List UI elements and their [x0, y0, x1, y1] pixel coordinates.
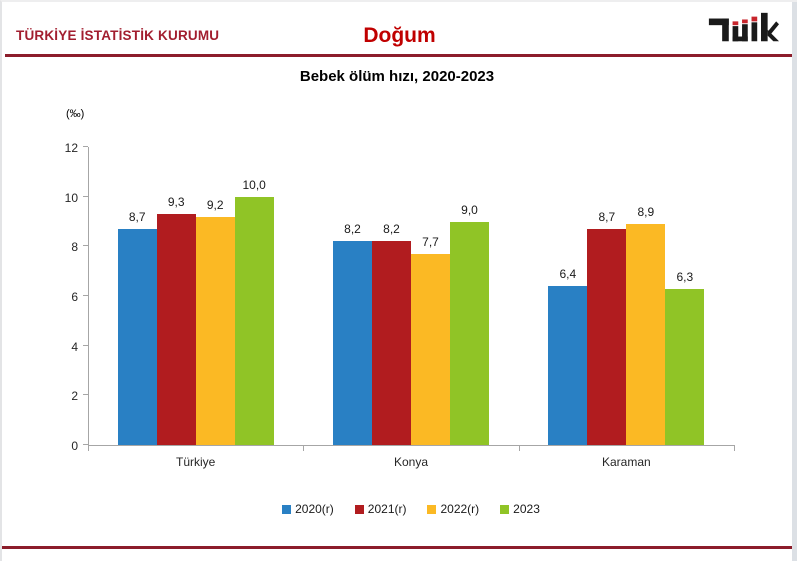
- legend-swatch-icon: [500, 504, 510, 514]
- legend-label: 2023: [513, 502, 540, 516]
- page-title: Doğum: [363, 24, 436, 47]
- bar-value-label: 8,2: [344, 222, 361, 237]
- bar-value-label: 8,9: [637, 204, 655, 219]
- bar-2023-karaman: [665, 288, 705, 445]
- x-category-label: Konya: [393, 455, 428, 469]
- legend-item-2020(r): 2020(r): [282, 502, 334, 516]
- x-tick-mark: [88, 445, 89, 451]
- y-tick-label: 8: [71, 240, 78, 255]
- x-category-label: Türkiye: [175, 455, 216, 469]
- x-tick-mark: [734, 445, 735, 451]
- y-tick-label: 12: [64, 141, 78, 155]
- tuik-logo-icon: [707, 8, 779, 53]
- y-tick-mark: [83, 146, 88, 147]
- legend-item-2022(r): 2022(r): [427, 502, 479, 516]
- bar-2021(r)-konya: [371, 241, 411, 445]
- bar-value-label: 9,0: [461, 202, 478, 217]
- x-category-label: Karaman: [601, 455, 651, 469]
- bar-value-label: 6,4: [559, 267, 577, 282]
- y-tick-mark: [83, 344, 88, 346]
- bar-value-label: 8,7: [598, 209, 616, 224]
- y-tick-mark: [83, 394, 88, 396]
- x-tick-mark: [518, 445, 520, 451]
- y-tick-label: 4: [71, 339, 78, 354]
- bar-2022(r)-türkiye: [195, 216, 235, 445]
- chart-legend: 2020(r) 2021(r) 2022(r) 2023: [88, 502, 734, 516]
- legend-item-2021(r): 2021(r): [354, 502, 407, 516]
- y-tick-label: 2: [71, 389, 78, 404]
- legend-label: 2021(r): [367, 502, 407, 516]
- bar-2023-konya: [449, 221, 489, 445]
- x-axis-line: [88, 445, 735, 446]
- legend-label: 2022(r): [440, 502, 480, 516]
- bar-value-label: 8,2: [383, 222, 400, 237]
- y-tick-mark: [83, 295, 88, 296]
- bar-value-label: 8,7: [128, 209, 146, 224]
- bar-value-label: 7,7: [422, 234, 439, 249]
- scrollbar-track[interactable]: [792, 2, 797, 561]
- chart-title: Bebek ölüm hızı, 2020-2023: [299, 68, 495, 85]
- y-tick-mark: [83, 245, 88, 247]
- bar-value-label: 6,3: [676, 269, 694, 284]
- bar-2021(r)-türkiye: [156, 214, 196, 445]
- bar-group-konya: 8,2 8,2 7,7 9,0 Konya: [303, 147, 518, 469]
- y-tick-mark: [83, 195, 88, 197]
- bar-value-label: 10,0: [242, 177, 266, 192]
- y-tick-mark: [83, 444, 88, 445]
- bar-group-türkiye: 8,7 9,3 9,2 10,0 Türkiye: [88, 147, 303, 469]
- bar-2020(r)-türkiye: [117, 228, 157, 445]
- legend-item-2023: 2023: [500, 502, 540, 516]
- bar-group-karaman: 6,4 8,7 8,9 6,3 Karaman: [519, 147, 734, 469]
- header-divider: [5, 54, 797, 57]
- legend-swatch-icon: [427, 504, 437, 514]
- org-title: TÜRKİYE İSTATİSTİK KURUMU: [16, 28, 220, 43]
- bar-value-label: 9,3: [167, 195, 185, 210]
- y-tick-label: 0: [71, 439, 78, 453]
- legend-swatch-icon: [354, 504, 364, 514]
- bar-2023-türkiye: [234, 196, 274, 445]
- footer-divider: [2, 546, 797, 549]
- bar-2020(r)-konya: [332, 241, 372, 445]
- y-axis-unit-label: (‰): [66, 108, 85, 120]
- bar-2022(r)-karaman: [626, 223, 666, 445]
- bar-chart-plot-area: 0 2 4 6 8 10 12 8,7 9,3 9,2 10,0 Türkiye 8,2 8,2 7,7 9,…: [65, 141, 735, 469]
- bar-value-label: 9,2: [206, 197, 224, 212]
- x-tick-mark: [303, 445, 305, 451]
- legend-label: 2020(r): [295, 502, 334, 516]
- y-tick-label: 10: [64, 190, 78, 205]
- bar-2021(r)-karaman: [587, 228, 627, 445]
- bar-2020(r)-karaman: [548, 286, 588, 445]
- legend-swatch-icon: [282, 504, 292, 514]
- header: TÜRKİYE İSTATİSTİK KURUMU Doğum: [2, 2, 797, 54]
- bar-2022(r)-konya: [410, 253, 450, 445]
- y-axis-line: [88, 147, 89, 445]
- y-tick-label: 6: [71, 290, 78, 304]
